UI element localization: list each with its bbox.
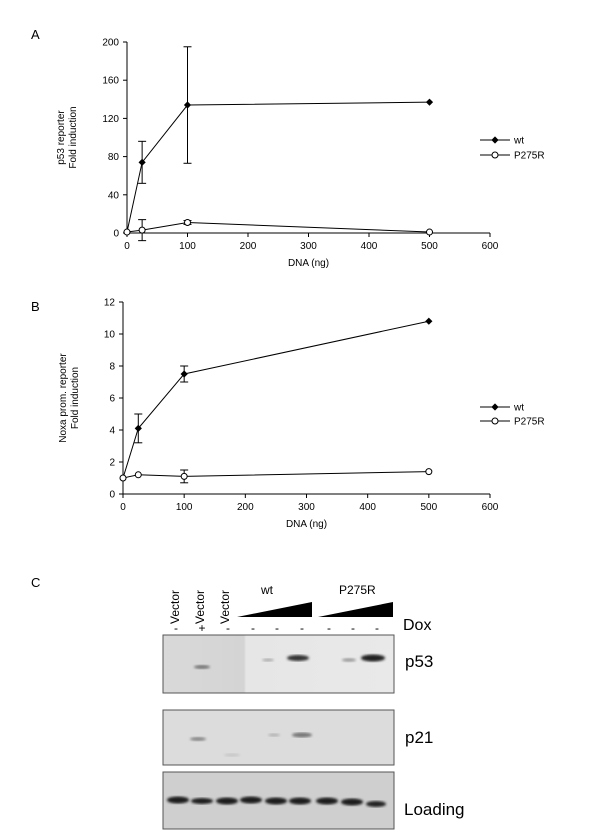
legend-label-a-p275r: P275R [514, 151, 545, 162]
blot-label-p53: p53 [405, 652, 434, 671]
data-point-b-wt-3 [425, 317, 433, 325]
series-line-a-p275r [126, 221, 430, 233]
dox-sign-3: - [226, 621, 230, 635]
series-line-a-wt [126, 101, 430, 233]
data-point-a-wt-1 [138, 158, 146, 166]
x-tick-label-a-6: 600 [482, 241, 499, 252]
y-tick-label-b-5: 10 [104, 330, 116, 341]
panel-letter-a: A [31, 27, 40, 42]
data-point-a-p275r-3 [426, 228, 433, 236]
data-point-a-wt-3 [425, 98, 434, 106]
dox-sign-1: - [174, 621, 178, 635]
x-axis-label-a: DNA (ng) [288, 258, 329, 269]
legend-label-b-p275r: P275R [514, 417, 545, 428]
series-line-b-wt [122, 320, 429, 479]
y-axis-label-b-0: Noxa prom. reporter [58, 353, 69, 443]
group-label-wt: wt [261, 583, 273, 597]
y-tick-label-b-3: 6 [109, 394, 115, 405]
y-tick-label-b-4: 8 [109, 362, 115, 373]
data-point-a-wt-2 [183, 101, 192, 109]
y-tick-label-a-4: 160 [102, 76, 119, 87]
data-point-b-wt-2 [180, 370, 188, 378]
blot-label-p21: p21 [405, 728, 434, 747]
panel-letter-c: C [31, 575, 41, 590]
y-axis-label-a-1: Fold induction [68, 106, 79, 168]
blot-p53 [162, 634, 395, 694]
y-axis-label-a-0: p53 reporter [56, 110, 67, 165]
legend-marker-b-wt [491, 403, 499, 411]
x-tick-label-b-5: 500 [420, 502, 437, 513]
data-point-a-p275r-0 [123, 228, 131, 236]
x-tick-label-b-4: 400 [359, 502, 376, 513]
x-tick-label-b-2: 200 [237, 502, 254, 513]
y-tick-label-a-0: 0 [113, 229, 119, 240]
dox-sign-7: - [327, 621, 331, 635]
x-axis-label-b: DNA (ng) [286, 519, 327, 530]
legend-marker-b-p275r [491, 417, 499, 425]
series-line-b-p275r [122, 471, 429, 479]
dox-sign-4: - [251, 621, 255, 635]
data-point-b-wt-1 [134, 424, 142, 432]
x-tick-label-a-5: 500 [421, 241, 438, 252]
x-tick-label-a-0: 0 [124, 241, 130, 252]
x-tick-label-b-3: 300 [298, 502, 315, 513]
y-tick-label-a-5: 200 [102, 38, 119, 49]
dox-sign-5: - [275, 621, 279, 635]
legend-marker-a-p275r [491, 151, 499, 159]
y-tick-label-b-2: 4 [109, 426, 115, 437]
data-point-a-p275r-1 [138, 226, 146, 234]
y-tick-label-b-0: 0 [109, 490, 115, 501]
y-tick-label-a-1: 40 [108, 190, 120, 201]
dox-sign-2: + [198, 621, 206, 635]
dox-sign-8: - [351, 621, 355, 635]
data-point-b-p275r-2 [180, 472, 188, 480]
data-point-b-p275r-0 [119, 474, 127, 482]
legend-label-a-wt: wt [513, 136, 524, 147]
dox-label: Dox [403, 617, 432, 634]
panel-letter-b: B [31, 299, 40, 314]
y-tick-label-a-2: 80 [108, 152, 120, 163]
x-tick-label-b-6: 600 [482, 502, 499, 513]
dox-sign-6: - [300, 621, 304, 635]
data-point-b-p275r-3 [425, 468, 433, 476]
group-label-p275r: P275R [339, 583, 376, 597]
blot-p21 [162, 709, 395, 766]
y-axis-label-b-1: Fold induction [70, 367, 81, 429]
x-tick-label-b-1: 100 [176, 502, 193, 513]
y-tick-label-b-1: 2 [109, 458, 115, 469]
blot-loading [162, 771, 395, 830]
legend-label-b-wt: wt [513, 403, 524, 414]
x-tick-label-a-1: 100 [179, 241, 196, 252]
y-tick-label-b-6: 12 [104, 298, 116, 309]
y-tick-label-a-3: 120 [102, 114, 119, 125]
x-tick-label-a-3: 300 [300, 241, 317, 252]
data-point-a-p275r-2 [184, 218, 191, 226]
data-point-b-p275r-1 [134, 471, 142, 479]
x-tick-label-a-4: 400 [361, 241, 378, 252]
legend-marker-a-wt [491, 136, 499, 144]
x-tick-label-b-0: 0 [120, 502, 126, 513]
x-tick-label-a-2: 200 [240, 241, 257, 252]
blot-label-loading: Loading [404, 800, 465, 819]
dox-sign-9: - [375, 621, 379, 635]
